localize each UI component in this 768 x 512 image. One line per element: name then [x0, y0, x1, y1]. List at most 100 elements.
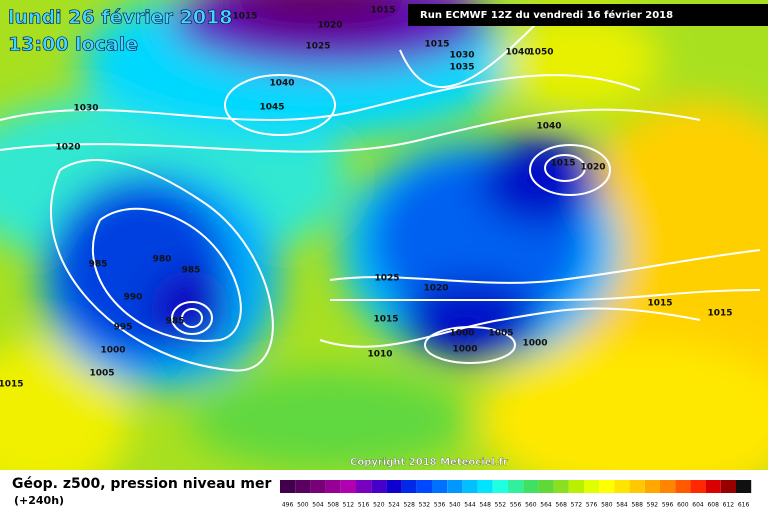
isobar-label: 1040 — [505, 48, 530, 58]
isobar-label: 1040 — [536, 122, 561, 132]
scale-label: 524 — [388, 502, 400, 509]
scale-label: 568 — [555, 502, 567, 509]
run-label: Run ECMWF 12Z du vendredi 16 février 201… — [420, 9, 673, 21]
scale-swatch — [720, 480, 736, 493]
scale-swatch — [432, 480, 448, 493]
isobar-label: 1005 — [488, 329, 513, 339]
legend-title: Géop. z500, pression niveau mer — [12, 476, 271, 492]
isobar-label: 1015 — [424, 40, 449, 50]
isobar-label: 985 — [166, 317, 185, 327]
scale-swatch — [477, 480, 493, 493]
scale-label: 500 — [297, 502, 309, 509]
isobar-label: 1015 — [647, 299, 672, 309]
scale-swatch — [644, 480, 660, 493]
isobar-label: 1020 — [55, 143, 80, 153]
isobar-label: 1000 — [522, 339, 547, 349]
scale-label: 552 — [495, 502, 507, 509]
scale-label: 580 — [601, 502, 613, 509]
isobar-label: 1015 — [707, 309, 732, 319]
scale-label: 604 — [692, 502, 704, 509]
isobar-label: 1040 — [269, 79, 294, 89]
scale-swatch — [629, 480, 645, 493]
scale-label: 600 — [677, 502, 689, 509]
scale-label: 556 — [510, 502, 522, 509]
isobar-label: 1025 — [374, 274, 399, 284]
isobar-label: 1015 — [232, 12, 257, 22]
scale-swatch — [705, 480, 721, 493]
scale-swatch — [492, 480, 508, 493]
scale-swatch — [736, 480, 752, 493]
scale-swatch — [675, 480, 691, 493]
copyright: Copyright 2018 Meteociel.fr — [350, 457, 508, 468]
isobar-label: 1000 — [452, 345, 477, 355]
isobar-label: 1020 — [317, 21, 342, 31]
scale-label: 596 — [662, 502, 674, 509]
scale-label: 544 — [464, 502, 476, 509]
isobar-label: 995 — [114, 323, 133, 333]
color-scale: 496 500 504 508 512 516 520 524 528 532 536 540 544 5… — [280, 480, 752, 509]
lead-time: (+240h) — [14, 494, 64, 507]
scale-swatch — [690, 480, 706, 493]
isobar-label: 980 — [153, 255, 172, 265]
scale-swatch — [325, 480, 341, 493]
scale-label: 520 — [373, 502, 385, 509]
scale-swatch — [553, 480, 569, 493]
isobar-label: 1015 — [550, 159, 575, 169]
scale-swatch — [295, 480, 311, 493]
scale-swatch — [356, 480, 372, 493]
isobar-label: 985 — [89, 260, 108, 270]
isobar-label: 1005 — [89, 369, 114, 379]
scale-swatch — [462, 480, 478, 493]
scale-swatch — [568, 480, 584, 493]
scale-label: 588 — [631, 502, 643, 509]
scale-swatch — [340, 480, 356, 493]
scale-label: 508 — [327, 502, 339, 509]
scale-label: 592 — [647, 502, 659, 509]
isobar-label: 985 — [182, 266, 201, 276]
isobars — [0, 19, 761, 372]
isobar-label: 1000 — [449, 329, 474, 339]
isobar-label: 1020 — [580, 163, 605, 173]
scale-label: 616 — [738, 502, 750, 509]
isobar-label: 1030 — [73, 104, 98, 114]
scale-label: 496 — [282, 502, 294, 509]
isobar-label: 1030 — [449, 51, 474, 61]
scale-label: 504 — [312, 502, 324, 509]
geopotential-field — [0, 0, 768, 470]
isobar-label: 1015 — [370, 6, 395, 16]
isobar-label: 1050 — [528, 48, 553, 58]
isobar-label: 1010 — [367, 350, 392, 360]
isobar-label: 1025 — [305, 42, 330, 52]
scale-swatch — [538, 480, 554, 493]
scale-swatch — [599, 480, 615, 493]
scale-swatch — [386, 480, 402, 493]
scale-swatch — [584, 480, 600, 493]
scale-swatch — [310, 480, 326, 493]
scale-label: 516 — [358, 502, 370, 509]
scale-swatch — [280, 480, 296, 493]
scale-swatch — [371, 480, 387, 493]
scale-label: 572 — [571, 502, 583, 509]
scale-label: 608 — [707, 502, 719, 509]
scale-label: 532 — [419, 502, 431, 509]
isobar-label: 1015 — [0, 380, 24, 390]
isobar-labels: 1015102010151025104010451030102010151030… — [0, 6, 733, 390]
isobar-label: 1035 — [449, 63, 474, 73]
isobar-label: 1015 — [373, 315, 398, 325]
isobar-label: 1000 — [100, 346, 125, 356]
scale-swatch — [401, 480, 417, 493]
scale-swatch — [416, 480, 432, 493]
scale-label: 584 — [616, 502, 628, 509]
scale-label: 576 — [586, 502, 598, 509]
isobar-label: 1045 — [259, 103, 284, 113]
scale-label: 548 — [479, 502, 491, 509]
scale-swatch — [508, 480, 524, 493]
scale-swatch — [447, 480, 463, 493]
isobar-label: 1020 — [423, 284, 448, 294]
scale-swatch — [660, 480, 676, 493]
isobar-label: 990 — [124, 293, 143, 303]
scale-label: 564 — [540, 502, 552, 509]
scale-label: 540 — [449, 502, 461, 509]
